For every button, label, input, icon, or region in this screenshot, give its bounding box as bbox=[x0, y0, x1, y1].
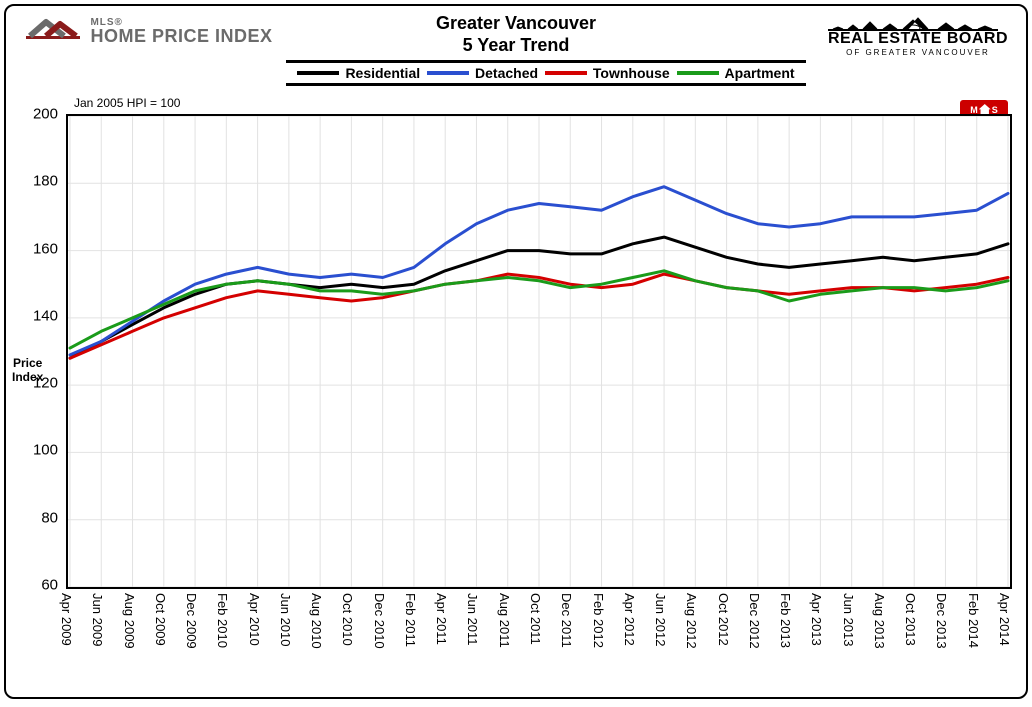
x-tick-label: Jun 2012 bbox=[653, 593, 668, 647]
x-tick-label: Aug 2011 bbox=[497, 593, 512, 648]
x-tick-label: Feb 2011 bbox=[403, 593, 418, 647]
x-tick-label: Dec 2009 bbox=[184, 593, 199, 649]
legend-swatch bbox=[427, 71, 469, 75]
x-tick-label: Apr 2013 bbox=[809, 593, 824, 646]
y-tick-label: 60 bbox=[41, 577, 58, 594]
legend-swatch bbox=[545, 71, 587, 75]
y-axis-labels: 6080100120140160180200 bbox=[6, 114, 64, 589]
y-tick-label: 180 bbox=[33, 173, 58, 190]
x-tick-label: Oct 2009 bbox=[153, 593, 168, 646]
x-tick-label: Feb 2010 bbox=[215, 593, 230, 648]
x-tick-label: Dec 2012 bbox=[747, 593, 762, 649]
legend-label: Detached bbox=[475, 65, 538, 81]
x-tick-label: Jun 2013 bbox=[841, 593, 856, 647]
x-tick-label: Feb 2012 bbox=[591, 593, 606, 648]
x-axis-labels: Apr 2009Jun 2009Aug 2009Oct 2009Dec 2009… bbox=[66, 593, 1012, 689]
baseline-note: Jan 2005 HPI = 100 bbox=[74, 96, 180, 110]
plot-svg bbox=[68, 116, 1010, 587]
x-tick-label: Dec 2013 bbox=[934, 593, 949, 649]
x-tick-label: Jun 2009 bbox=[90, 593, 105, 647]
legend-swatch bbox=[677, 71, 719, 75]
x-tick-label: Oct 2010 bbox=[340, 593, 355, 646]
legend-label: Residential bbox=[345, 65, 420, 81]
legend-item: Detached bbox=[427, 65, 538, 81]
legend-item: Residential bbox=[297, 65, 420, 81]
legend-item: Apartment bbox=[677, 65, 795, 81]
x-tick-label: Apr 2010 bbox=[247, 593, 262, 646]
x-tick-label: Oct 2011 bbox=[528, 593, 543, 645]
legend-item: Townhouse bbox=[545, 65, 670, 81]
x-tick-label: Dec 2010 bbox=[372, 593, 387, 649]
y-tick-label: 100 bbox=[33, 442, 58, 459]
x-tick-label: Aug 2010 bbox=[309, 593, 324, 649]
skyline-icon bbox=[828, 12, 998, 32]
x-tick-label: Oct 2012 bbox=[716, 593, 731, 646]
y-tick-label: 160 bbox=[33, 240, 58, 257]
y-tick-label: 80 bbox=[41, 509, 58, 526]
x-tick-label: Aug 2013 bbox=[872, 593, 887, 649]
x-tick-label: Feb 2013 bbox=[778, 593, 793, 648]
x-tick-label: Apr 2009 bbox=[59, 593, 74, 646]
chart-container: MLS® HOME PRICE INDEX Greater Vancouver … bbox=[4, 4, 1028, 699]
y-tick-label: 140 bbox=[33, 307, 58, 324]
x-tick-label: Oct 2013 bbox=[903, 593, 918, 646]
y-tick-label: 200 bbox=[33, 106, 58, 123]
rebgv-brand: REAL ESTATE BOARD bbox=[828, 30, 1008, 48]
rebgv-sub: OF GREATER VANCOUVER bbox=[828, 48, 1008, 57]
x-tick-label: Jun 2010 bbox=[278, 593, 293, 647]
legend-label: Townhouse bbox=[593, 65, 670, 81]
x-tick-label: Aug 2009 bbox=[122, 593, 137, 649]
x-tick-label: Aug 2012 bbox=[684, 593, 699, 649]
logo-rebgv: REAL ESTATE BOARD OF GREATER VANCOUVER bbox=[828, 12, 1008, 57]
y-tick-label: 120 bbox=[33, 375, 58, 392]
x-tick-label: Jun 2011 bbox=[465, 593, 480, 646]
x-tick-label: Apr 2012 bbox=[622, 593, 637, 646]
x-tick-label: Dec 2011 bbox=[559, 593, 574, 648]
legend-swatch bbox=[297, 71, 339, 75]
x-tick-label: Feb 2014 bbox=[966, 593, 981, 648]
legend-label: Apartment bbox=[725, 65, 795, 81]
legend: Residential Detached Townhouse Apartment bbox=[286, 60, 806, 86]
x-tick-label: Apr 2011 bbox=[434, 593, 449, 645]
plot-area bbox=[66, 114, 1012, 589]
x-tick-label: Apr 2014 bbox=[997, 593, 1012, 646]
